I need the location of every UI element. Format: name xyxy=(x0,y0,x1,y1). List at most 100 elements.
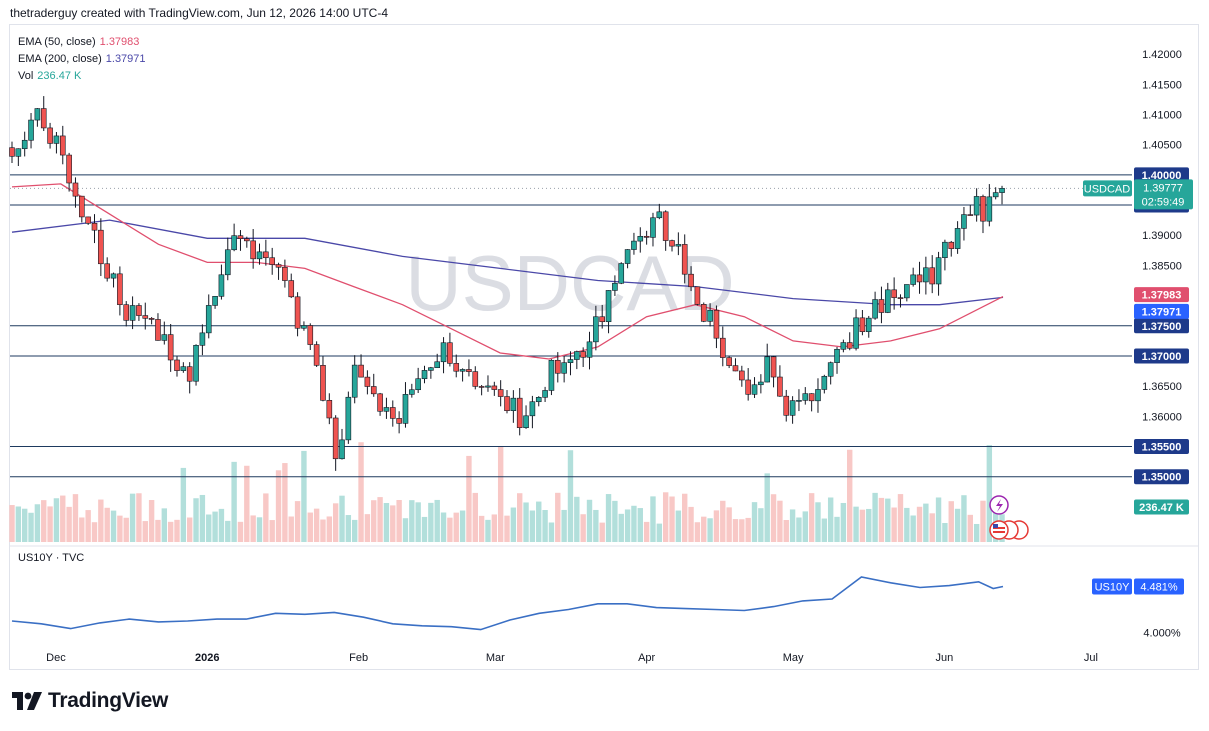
volume-bar xyxy=(212,511,218,542)
volume-bar xyxy=(891,507,897,542)
candle-body xyxy=(9,147,15,157)
level-tag-bg xyxy=(1134,318,1189,334)
level-tag-bg xyxy=(1134,439,1189,455)
candle-body xyxy=(802,393,809,401)
candle-body xyxy=(307,325,314,345)
candle-body xyxy=(332,417,339,460)
candle-body xyxy=(256,251,263,260)
volume-bar xyxy=(517,493,523,542)
volume-bar xyxy=(352,519,358,542)
volume-bar xyxy=(929,513,935,542)
candle-body xyxy=(935,257,942,285)
candle-body xyxy=(554,359,561,374)
symbol-tag-bg xyxy=(1083,180,1132,197)
volume-bar xyxy=(193,498,199,542)
candle-body xyxy=(377,393,383,412)
candle-body xyxy=(967,214,974,216)
price-tick: 1.36000 xyxy=(1142,411,1182,423)
volume-bar xyxy=(415,502,421,542)
candle-body xyxy=(59,135,66,156)
price-tick: 1.36500 xyxy=(1142,381,1182,393)
candle-body xyxy=(472,371,479,387)
candle-body xyxy=(631,240,637,250)
volume-bar xyxy=(72,494,79,542)
candle-body xyxy=(980,196,986,222)
candle-body xyxy=(250,240,256,260)
candle-body xyxy=(707,309,713,322)
candle-body xyxy=(580,351,586,358)
volume-bar xyxy=(961,495,967,542)
ema50-tag-bg xyxy=(1134,287,1189,303)
candle-body xyxy=(542,390,548,398)
candle-body xyxy=(186,366,193,382)
volume-bar xyxy=(21,508,28,542)
candle-body xyxy=(834,348,840,363)
candle-body xyxy=(840,342,847,350)
volume-bar xyxy=(840,502,847,542)
us-flag-event-icon[interactable] xyxy=(989,520,1029,540)
price-tick: 1.41500 xyxy=(1142,79,1182,91)
candle-body xyxy=(98,229,104,265)
volume-bar xyxy=(237,521,244,542)
candle-body xyxy=(269,257,275,265)
volume-bar xyxy=(307,512,313,542)
candle-body xyxy=(180,366,187,371)
volume-bar xyxy=(53,498,60,542)
volume-bar xyxy=(694,522,701,542)
legend-us10y[interactable]: US10Y · TVC xyxy=(18,552,84,564)
candle-body xyxy=(656,211,663,219)
us10y-value-bg xyxy=(1134,578,1184,595)
volume-bar xyxy=(821,518,828,542)
candle-body xyxy=(662,211,669,241)
candle-body xyxy=(199,332,206,346)
volume-bar xyxy=(199,494,206,542)
volume-bar xyxy=(542,510,548,542)
volume-bar xyxy=(980,500,986,542)
volume-bar xyxy=(631,505,637,542)
ema200-tag-bg xyxy=(1134,303,1189,319)
legend-ema50[interactable]: EMA (50, close) 1.37983 xyxy=(18,36,139,48)
volume-bar xyxy=(650,496,656,542)
time-label: Jul xyxy=(1084,652,1098,664)
candle-body xyxy=(853,317,859,349)
candle-body xyxy=(726,357,732,366)
volume-bar xyxy=(85,510,91,542)
volume-bar xyxy=(523,502,529,542)
level-tag: 1.35000 xyxy=(1134,469,1189,485)
legend-ema200[interactable]: EMA (200, close) 1.37971 xyxy=(18,53,146,65)
candle-body xyxy=(523,415,529,429)
candle-body xyxy=(428,367,434,371)
time-axis: Dec 2026 Feb Mar Apr May Jun Jul xyxy=(46,652,1098,664)
volume-bar xyxy=(104,507,110,542)
volume-bar xyxy=(136,493,142,542)
volume-bar xyxy=(186,517,193,542)
candle-body xyxy=(282,266,288,281)
candle-body xyxy=(770,356,777,378)
volume-bar xyxy=(586,499,593,542)
chart-attribution: thetraderguy created with TradingView.co… xyxy=(10,6,388,20)
level-tag-text: 1.35500 xyxy=(1142,442,1182,454)
volume-bar xyxy=(643,521,650,542)
price-axis: 1.420001.415001.410001.405001.400001.395… xyxy=(1142,49,1182,639)
candle-body xyxy=(910,274,916,285)
volume-bar xyxy=(707,518,713,542)
candle-body xyxy=(535,397,542,403)
candle-body xyxy=(370,386,377,395)
lightning-icon[interactable] xyxy=(989,495,1009,515)
candle-body xyxy=(916,274,923,283)
candle-body xyxy=(237,235,244,240)
volume-bar xyxy=(180,467,187,542)
legend-vol[interactable]: Vol 236.47 K xyxy=(18,70,81,82)
tradingview-logo[interactable]: TradingView xyxy=(12,689,168,713)
us10y-symbol-bg xyxy=(1092,578,1132,595)
current-price-text: 1.39777 xyxy=(1143,182,1183,194)
us10y-tick: 4.000% xyxy=(1143,627,1181,639)
candle-body xyxy=(942,241,948,258)
volume-tag-bg xyxy=(1134,499,1189,515)
volume-bar xyxy=(294,501,301,542)
volume-bar xyxy=(332,503,339,542)
volume-bar xyxy=(688,506,694,542)
candle-body xyxy=(574,351,580,360)
candle-body xyxy=(681,244,688,275)
